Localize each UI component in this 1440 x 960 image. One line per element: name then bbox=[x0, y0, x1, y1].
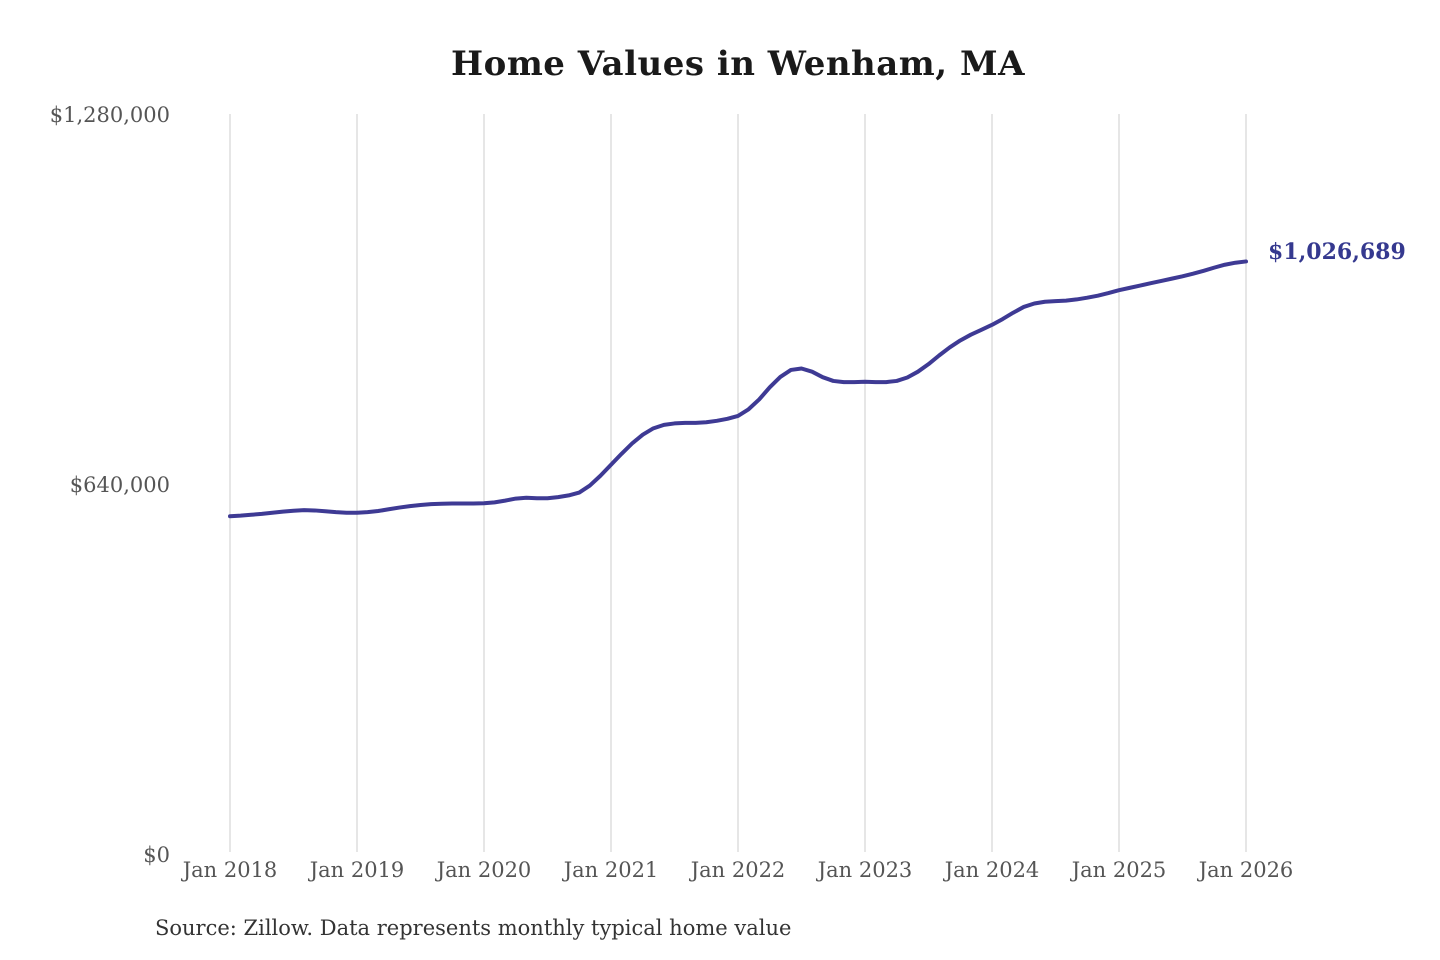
x-tick-label: Jan 2019 bbox=[309, 858, 405, 882]
x-tick-label: Jan 2022 bbox=[690, 858, 786, 882]
x-tick-label: Jan 2025 bbox=[1071, 858, 1167, 882]
x-tick-label: Jan 2018 bbox=[182, 858, 278, 882]
y-tick-label: $0 bbox=[143, 843, 170, 867]
home-value-line bbox=[228, 259, 1248, 519]
y-tick-label: $640,000 bbox=[69, 473, 170, 497]
current-value-label: $1,026,689 bbox=[1268, 239, 1406, 266]
x-tick-label: Jan 2021 bbox=[563, 858, 659, 882]
x-tick-label: Jan 2020 bbox=[436, 858, 532, 882]
y-tick-label: $1,280,000 bbox=[49, 103, 170, 127]
gridlines-group bbox=[229, 114, 1247, 852]
x-tick-label: Jan 2026 bbox=[1198, 858, 1294, 882]
x-tick-label: Jan 2023 bbox=[817, 858, 913, 882]
source-note: Source: Zillow. Data represents monthly … bbox=[155, 916, 792, 940]
chart-title: Home Values in Wenham, MA bbox=[451, 44, 1025, 84]
x-tick-label: Jan 2024 bbox=[944, 858, 1040, 882]
